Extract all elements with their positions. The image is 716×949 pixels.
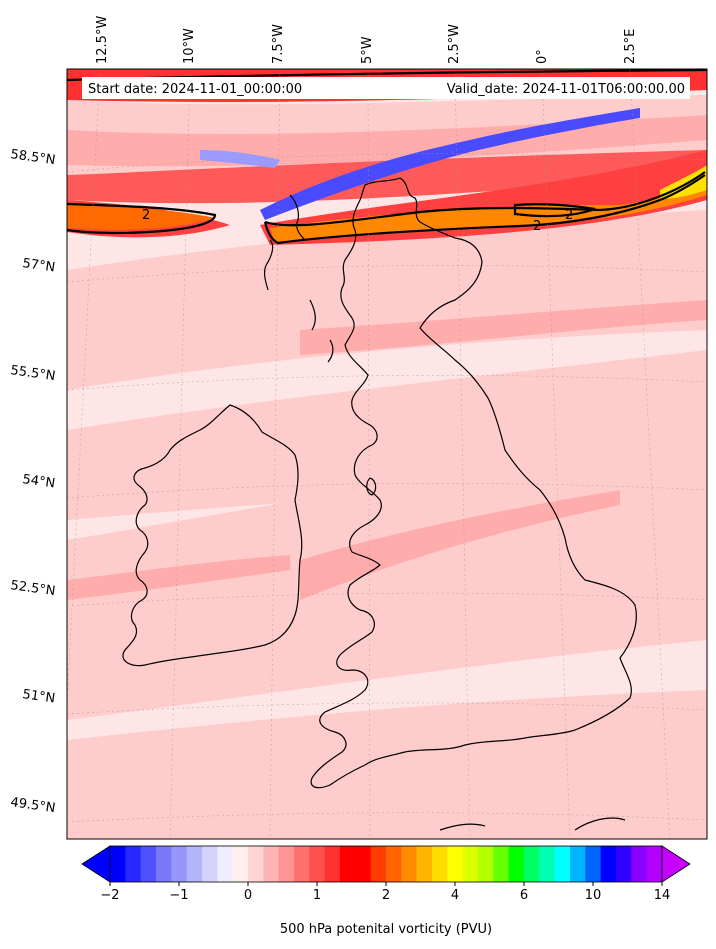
map-panel: 2 2 2 Start date: 2024-11-01_00:00:00 Va… [67,69,707,839]
pv-fill-blue [200,108,640,220]
contour-label: 2 [142,208,150,223]
lon-label: 2.5°W [447,24,462,64]
colorbar-swatch [570,846,586,882]
colorbar-swatch [524,846,540,882]
colorbar-swatch [554,846,571,882]
colorbar-swatch [309,846,326,882]
lon-label: 7.5°W [271,24,286,64]
date-header-bg [82,77,690,99]
colorbar-swatch [355,846,372,882]
lon-label: 0° [535,49,550,64]
lon-label: 10°W [182,28,197,64]
colorbar-swatch [324,846,341,882]
lon-label: 2.5°E [623,29,638,64]
ireland-coast [122,404,303,667]
colorbar-swatch [370,846,387,882]
map-frame [66,68,708,840]
colorbar-swatch [263,846,280,882]
colorbar-swatch [616,846,632,882]
longitude-labels: 12.5°W 10°W 7.5°W 5°W 2.5°W 0° 2.5°E [95,16,638,64]
colorbar-tick-label: 6 [520,888,528,903]
colorbar-swatch [340,846,356,882]
lat-label: 54°N [21,472,56,491]
valid-date-label: Valid_date: 2024-11-01T06:00:00.00 [447,82,685,97]
colorbar-swatch [600,846,617,882]
colorbar-swatch [278,846,295,882]
colorbar-tick-label: −1 [169,888,188,903]
colorbar-swatch [140,846,157,882]
colorbar-swatch [401,846,418,882]
colorbar-swatches [110,846,663,882]
colorbar-swatch [110,846,126,882]
lon-label: 5°W [360,36,375,64]
lat-label: 58.5°N [9,147,56,168]
colorbar-swatch [646,846,663,882]
colorbar-tick-label: 1 [313,888,321,903]
colorbar-extend-high [661,845,691,883]
colorbar-extend-low [81,845,111,883]
colorbar-swatch [462,846,479,882]
colorbar-swatch [248,846,264,882]
colorbar-swatch [508,846,525,882]
latitude-labels: 58.5°N 57°N 55.5°N 54°N 52.5°N 51°N 49.5… [9,147,56,816]
colorbar-swatch [478,846,494,882]
contour-labels: 2 2 2 [142,208,573,234]
colorbar-swatch [217,846,234,882]
colorbar-swatch [294,846,310,882]
colorbar-tick-label: 10 [585,888,602,903]
colorbar-ticks: −2 −1 0 1 2 4 6 10 14 [100,882,670,903]
colorbar-swatch [539,846,556,882]
colorbar-swatch [125,846,142,882]
colorbar: −2 −1 0 1 2 4 6 10 14 500 hPa potenital vorticit… [81,845,691,937]
lat-label: 51°N [21,687,56,706]
lon-label: 12.5°W [95,16,110,64]
colorbar-swatch [631,846,648,882]
colorbar-tick-label: 4 [451,888,459,903]
colorbar-swatch [493,846,510,882]
colorbar-tick-label: 0 [244,888,252,903]
lat-label: 57°N [21,256,56,275]
start-date-label: Start date: 2024-11-01_00:00:00 [88,82,302,97]
lat-label: 52.5°N [9,578,56,599]
great-britain-coast [310,177,637,789]
coastlines [122,177,637,831]
colorbar-label: 500 hPa potenital vorticity (PVU) [280,922,492,937]
colorbar-swatch [386,846,402,882]
colorbar-swatch [585,846,602,882]
colorbar-tick-label: 14 [654,888,671,903]
graticule [67,69,707,839]
colorbar-swatch [232,846,249,882]
lat-label: 49.5°N [9,795,56,816]
colorbar-swatch [156,846,172,882]
colorbar-tick-label: −2 [100,888,119,903]
contour-label: 2 [565,208,573,223]
colorbar-swatch [432,846,448,882]
colorbar-swatch [447,846,464,882]
colorbar-swatch [186,846,203,882]
colorbar-swatch [171,846,188,882]
colorbar-swatch [416,846,433,882]
colorbar-swatch [202,846,218,882]
contour-label: 2 [533,219,541,234]
lat-label: 55.5°N [9,363,56,384]
colorbar-tick-label: 2 [382,888,390,903]
